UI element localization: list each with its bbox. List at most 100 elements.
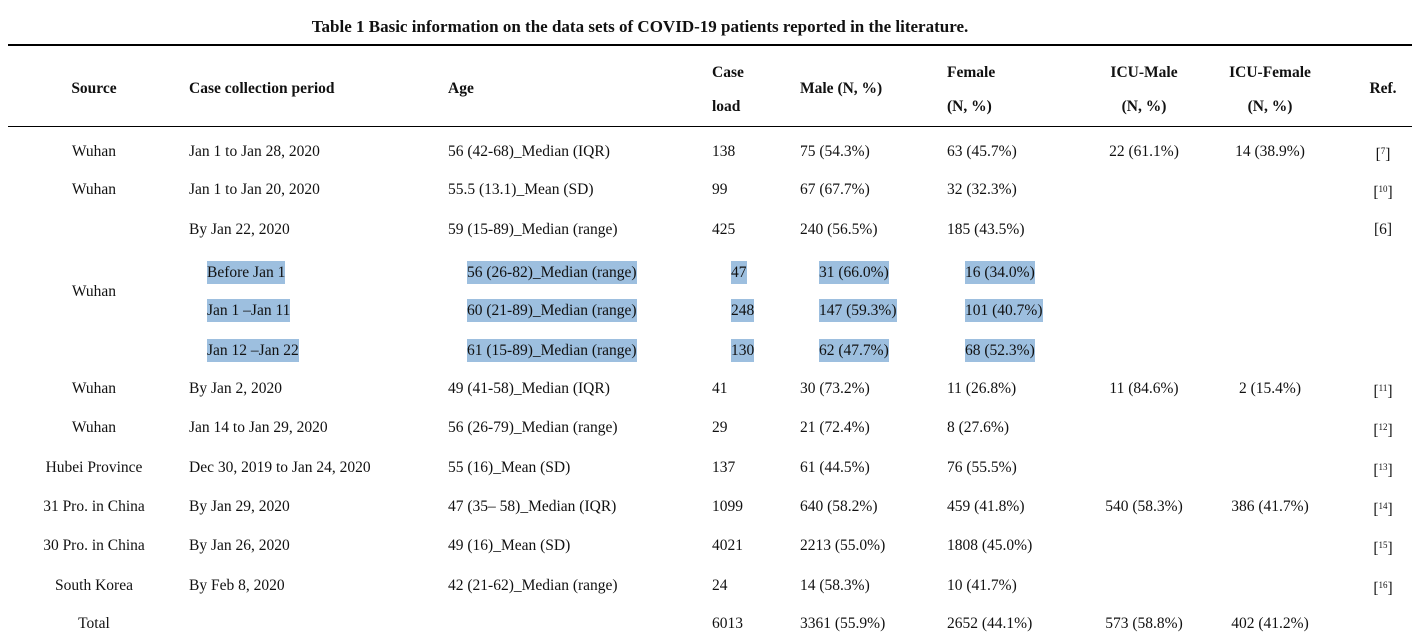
header-male: Male (N, %) bbox=[800, 80, 883, 97]
cell-age: 56 (42-68)_Median (IQR) bbox=[448, 143, 610, 160]
cell-age: 47 (35– 58)_Median (IQR) bbox=[448, 498, 617, 515]
header-ref: Ref. bbox=[1369, 80, 1397, 97]
cell-ref: [6] bbox=[1373, 221, 1393, 238]
cell-source: Total bbox=[78, 615, 110, 632]
cell-period: Dec 30, 2019 to Jan 24, 2020 bbox=[189, 459, 371, 476]
cell-female: 185 (43.5%) bbox=[947, 221, 1025, 238]
ref-number: 10 bbox=[1378, 184, 1388, 194]
header-rule bbox=[8, 126, 1412, 127]
cell-male: 640 (58.2%) bbox=[800, 498, 878, 515]
cell-age: 49 (41-58)_Median (IQR) bbox=[448, 380, 610, 397]
cell-age: 56 (26-79)_Median (range) bbox=[448, 419, 618, 436]
ref-number: 16 bbox=[1378, 580, 1388, 590]
cell-source: South Korea bbox=[55, 577, 133, 594]
cell-period: By Jan 29, 2020 bbox=[189, 498, 290, 515]
cell-case-load: 1099 bbox=[712, 498, 743, 515]
cell-period: Jan 12 –Jan 22 bbox=[207, 339, 299, 362]
cell-female: 10 (41.7%) bbox=[947, 577, 1017, 594]
cell-male: 147 (59.3%) bbox=[819, 299, 897, 322]
header-source: Source bbox=[71, 80, 117, 97]
header-female-line2: (N, %) bbox=[947, 98, 992, 115]
cell-age: 59 (15-89)_Median (range) bbox=[448, 221, 618, 238]
cell-male: 30 (73.2%) bbox=[800, 380, 870, 397]
cell-source: Wuhan bbox=[71, 181, 117, 198]
cell-case-load: 130 bbox=[731, 339, 755, 362]
cell-icu-female: 14 (38.9%) bbox=[1235, 143, 1305, 160]
cell-case-load: 29 bbox=[712, 419, 728, 436]
ref-number: 15 bbox=[1378, 540, 1388, 550]
cell-female: 101 (40.7%) bbox=[965, 299, 1043, 322]
cell-icu-male: 540 (58.3%) bbox=[1105, 498, 1183, 515]
cell-male: 21 (72.4%) bbox=[800, 419, 870, 436]
cell-case-load: 425 bbox=[712, 221, 736, 238]
cell-case-load: 24 bbox=[712, 577, 728, 594]
cell-age: 42 (21-62)_Median (range) bbox=[448, 577, 618, 594]
cell-case-load: 4021 bbox=[712, 537, 743, 554]
cell-ref: [16] bbox=[1373, 580, 1393, 597]
cell-age: 56 (26-82)_Median (range) bbox=[467, 261, 637, 284]
cell-source: Hubei Province bbox=[45, 459, 143, 476]
cell-icu-male: 573 (58.8%) bbox=[1105, 615, 1183, 632]
cell-female: 63 (45.7%) bbox=[947, 143, 1017, 160]
cell-icu-male: 22 (61.1%) bbox=[1109, 143, 1179, 160]
ref-number: 13 bbox=[1378, 462, 1388, 472]
cell-period: Jan 1 to Jan 20, 2020 bbox=[189, 181, 320, 198]
ref-number: 11 bbox=[1378, 383, 1388, 393]
ref-number: 14 bbox=[1378, 501, 1388, 511]
ref-number: 12 bbox=[1378, 422, 1388, 432]
cell-female: 11 (26.8%) bbox=[947, 380, 1017, 397]
cell-case-load: 99 bbox=[712, 181, 728, 198]
header-icu-male-line1: ICU-Male bbox=[1110, 64, 1178, 81]
cell-female: 8 (27.6%) bbox=[947, 419, 1009, 436]
cell-male: 240 (56.5%) bbox=[800, 221, 878, 238]
cell-period: By Jan 2, 2020 bbox=[189, 380, 282, 397]
ref-number: 7 bbox=[1380, 146, 1386, 156]
header-period: Case collection period bbox=[189, 80, 335, 97]
cell-period: By Feb 8, 2020 bbox=[189, 577, 285, 594]
cell-ref: [12] bbox=[1373, 422, 1393, 439]
cell-icu-female: 386 (41.7%) bbox=[1231, 498, 1309, 515]
cell-ref: [11] bbox=[1373, 383, 1393, 400]
cell-case-load: 47 bbox=[731, 261, 747, 284]
cell-ref: [10] bbox=[1373, 184, 1393, 201]
cell-male: 62 (47.7%) bbox=[819, 339, 889, 362]
header-age: Age bbox=[448, 80, 474, 97]
cell-period: Jan 1 –Jan 11 bbox=[207, 299, 291, 322]
cell-icu-male: 11 (84.6%) bbox=[1109, 380, 1179, 397]
header-case-line1: Case bbox=[712, 64, 744, 81]
cell-ref: [7] bbox=[1375, 146, 1391, 163]
cell-icu-female: 2 (15.4%) bbox=[1239, 380, 1301, 397]
cell-ref: [15] bbox=[1373, 540, 1393, 557]
cell-ref: [13] bbox=[1373, 462, 1393, 479]
header-female-line1: Female bbox=[947, 64, 996, 81]
cell-period: By Jan 26, 2020 bbox=[189, 537, 290, 554]
top-rule bbox=[8, 44, 1412, 46]
cell-case-load: 137 bbox=[712, 459, 736, 476]
cell-female: 16 (34.0%) bbox=[965, 261, 1035, 284]
cell-case-load: 6013 bbox=[712, 615, 743, 632]
cell-period: Before Jan 1 bbox=[207, 261, 286, 284]
cell-source: 31 Pro. in China bbox=[43, 498, 145, 515]
cell-age: 49 (16)_Mean (SD) bbox=[448, 537, 571, 554]
cell-source: Wuhan bbox=[71, 419, 117, 436]
cell-age: 55.5 (13.1)_Mean (SD) bbox=[448, 181, 594, 198]
cell-female: 32 (32.3%) bbox=[947, 181, 1017, 198]
cell-male: 75 (54.3%) bbox=[800, 143, 870, 160]
cell-age: 61 (15-89)_Median (range) bbox=[467, 339, 637, 362]
cell-male: 61 (44.5%) bbox=[800, 459, 870, 476]
cell-male: 2213 (55.0%) bbox=[800, 537, 886, 554]
cell-male: 3361 (55.9%) bbox=[800, 615, 886, 632]
cell-source: Wuhan bbox=[71, 143, 117, 160]
cell-age: 55 (16)_Mean (SD) bbox=[448, 459, 571, 476]
cell-source: 30 Pro. in China bbox=[43, 537, 145, 554]
cell-ref: [14] bbox=[1373, 501, 1393, 518]
cell-female: 76 (55.5%) bbox=[947, 459, 1017, 476]
cell-male: 67 (67.7%) bbox=[800, 181, 870, 198]
cell-age: 60 (21-89)_Median (range) bbox=[467, 299, 637, 322]
cell-female: 68 (52.3%) bbox=[965, 339, 1035, 362]
header-icu-female-line2: (N, %) bbox=[1247, 98, 1293, 115]
cell-source: Wuhan bbox=[71, 380, 117, 397]
header-case-line2: load bbox=[712, 98, 741, 115]
cell-female: 459 (41.8%) bbox=[947, 498, 1025, 515]
cell-source-merged: Wuhan bbox=[71, 283, 117, 300]
